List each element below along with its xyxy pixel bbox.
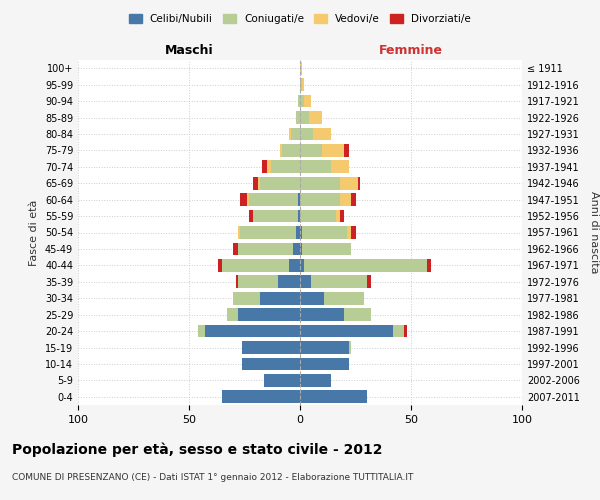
Bar — [218, 259, 223, 272]
Bar — [260, 292, 300, 304]
Bar — [278, 276, 300, 288]
Bar — [242, 341, 300, 354]
Bar — [347, 226, 351, 239]
Bar — [262, 160, 266, 173]
Bar — [325, 292, 364, 304]
Bar — [238, 308, 300, 321]
Bar — [340, 177, 358, 190]
Bar — [298, 193, 300, 206]
Bar — [300, 62, 302, 74]
Bar — [340, 210, 344, 222]
Bar — [358, 177, 360, 190]
Bar — [258, 177, 260, 190]
Bar — [340, 193, 351, 206]
Bar — [300, 259, 304, 272]
Bar — [349, 341, 351, 354]
Bar — [300, 358, 349, 370]
Bar — [296, 226, 300, 239]
Bar — [271, 160, 300, 173]
Bar — [344, 308, 371, 321]
Bar — [300, 128, 313, 140]
Bar — [266, 160, 271, 173]
Bar — [298, 210, 300, 222]
Bar — [344, 144, 349, 157]
Bar — [233, 242, 238, 256]
Bar — [300, 324, 393, 338]
Bar — [296, 111, 300, 124]
Bar — [304, 259, 427, 272]
Bar — [233, 292, 260, 304]
Bar — [227, 308, 238, 321]
Bar — [300, 374, 331, 387]
Bar — [240, 226, 296, 239]
Bar — [300, 292, 325, 304]
Bar — [302, 242, 351, 256]
Bar — [300, 144, 322, 157]
Bar — [289, 259, 300, 272]
Bar — [351, 226, 355, 239]
Bar — [253, 177, 258, 190]
Bar — [427, 259, 431, 272]
Bar — [289, 128, 291, 140]
Bar — [300, 276, 311, 288]
Bar — [282, 144, 300, 157]
Bar — [302, 226, 347, 239]
Bar — [238, 276, 278, 288]
Bar — [300, 160, 331, 173]
Bar — [293, 242, 300, 256]
Text: Femmine: Femmine — [379, 44, 443, 57]
Bar — [291, 128, 300, 140]
Bar — [331, 160, 349, 173]
Legend: Celibi/Nubili, Coniugati/e, Vedovi/e, Divorziati/e: Celibi/Nubili, Coniugati/e, Vedovi/e, Di… — [125, 10, 475, 29]
Bar — [240, 193, 247, 206]
Bar — [309, 111, 322, 124]
Bar — [393, 324, 404, 338]
Bar — [249, 193, 298, 206]
Bar — [335, 210, 340, 222]
Text: Popolazione per età, sesso e stato civile - 2012: Popolazione per età, sesso e stato civil… — [12, 442, 383, 457]
Bar — [300, 94, 304, 108]
Bar — [322, 144, 344, 157]
Bar — [238, 226, 240, 239]
Bar — [238, 242, 293, 256]
Bar — [300, 111, 309, 124]
Bar — [242, 358, 300, 370]
Bar — [302, 78, 304, 91]
Bar — [404, 324, 407, 338]
Bar — [223, 390, 300, 403]
Bar — [300, 308, 344, 321]
Bar — [298, 94, 300, 108]
Bar — [249, 210, 253, 222]
Bar — [300, 193, 340, 206]
Bar — [300, 242, 302, 256]
Bar — [236, 276, 238, 288]
Bar — [300, 78, 302, 91]
Bar — [300, 341, 349, 354]
Bar — [265, 374, 300, 387]
Bar — [300, 390, 367, 403]
Bar — [300, 177, 340, 190]
Bar — [300, 210, 335, 222]
Bar — [367, 276, 371, 288]
Bar — [253, 210, 298, 222]
Bar — [304, 94, 311, 108]
Bar — [300, 226, 302, 239]
Bar — [222, 259, 289, 272]
Text: COMUNE DI PRESENZANO (CE) - Dati ISTAT 1° gennaio 2012 - Elaborazione TUTTITALIA: COMUNE DI PRESENZANO (CE) - Dati ISTAT 1… — [12, 472, 413, 482]
Bar — [351, 193, 355, 206]
Bar — [311, 276, 367, 288]
Text: Maschi: Maschi — [164, 44, 214, 57]
Bar — [198, 324, 205, 338]
Bar — [313, 128, 331, 140]
Bar — [247, 193, 249, 206]
Bar — [205, 324, 300, 338]
Bar — [280, 144, 282, 157]
Y-axis label: Fasce di età: Fasce di età — [29, 200, 39, 266]
Bar — [260, 177, 300, 190]
Y-axis label: Anni di nascita: Anni di nascita — [589, 191, 599, 274]
